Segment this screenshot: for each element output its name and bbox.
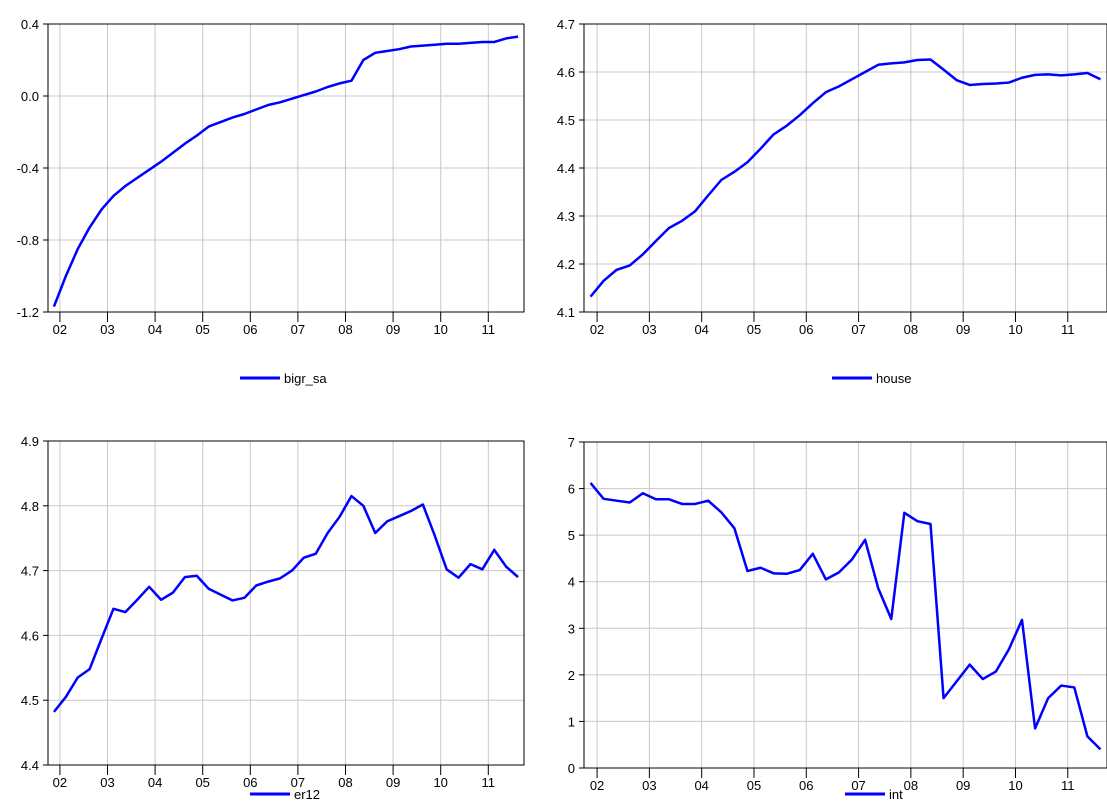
plot-frame	[47, 440, 525, 766]
series-line-bigr-sa	[52, 35, 519, 308]
x-tick-label: 02	[590, 778, 604, 793]
x-tick-label: 05	[747, 322, 761, 337]
y-tick-label: 4	[568, 575, 575, 590]
legend-label: er12	[294, 787, 320, 802]
chart-bigr-sa: 0.40.0-0.4-0.8-1.2 02 03 04 05 06 07 08 09 10 11 …	[17, 17, 525, 386]
y-tick-label: 4.2	[557, 257, 575, 272]
y-tick-label: 4.7	[557, 17, 575, 32]
x-tick-label: 10	[1008, 322, 1022, 337]
x-tick-label: 04	[148, 775, 162, 790]
x-tick-label: 06	[799, 778, 813, 793]
x-tick-label: 02	[53, 775, 67, 790]
y-tick-label: -0.4	[17, 161, 39, 176]
y-tick-label: 4.1	[557, 305, 575, 320]
plot-frame	[583, 441, 1107, 769]
legend: int	[845, 787, 903, 802]
x-tick-label: 04	[694, 322, 708, 337]
x-tick-label: 08	[904, 322, 918, 337]
y-tick-label: 0.0	[21, 89, 39, 104]
legend-label: bigr_sa	[284, 371, 327, 386]
legend: er12	[250, 787, 320, 802]
x-tick-label: 08	[904, 778, 918, 793]
chart-panel-bigr-sa: 0.4 0.0 -0.4 -0.8 -1.2 02 03 04 05 06 07 08 09 10 11 …	[0, 0, 545, 395]
x-tick-label: 03	[642, 778, 656, 793]
x-tick-label: 09	[386, 322, 400, 337]
y-tick-label: 5	[568, 528, 575, 543]
x-tick-label: 04	[694, 778, 708, 793]
x-tick-label: 06	[243, 322, 257, 337]
chart-panel-house: 4.7 4.6 4.5 4.4 4.3 4.2 4.1 02 03 04 05 06 07 08 09 10…	[545, 0, 1107, 395]
y-tick-label: 7	[568, 435, 575, 450]
x-tick-label: 05	[195, 322, 209, 337]
legend: house	[832, 371, 911, 386]
x-tick-label: 11	[482, 775, 496, 790]
y-tick-label: 1	[568, 714, 575, 729]
x-tick-label: 09	[956, 778, 970, 793]
x-tick-label: 08	[338, 775, 352, 790]
plot-frame	[47, 23, 525, 313]
y-tick-label: 4.9	[21, 434, 39, 449]
y-tick-label: -0.8	[17, 233, 39, 248]
series-line-int	[589, 482, 1102, 751]
x-tick-label: 04	[148, 322, 162, 337]
series-line-house	[589, 58, 1101, 298]
y-tick-label: -1.2	[17, 305, 39, 320]
legend-label: house	[876, 371, 911, 386]
x-tick-label: 07	[291, 322, 305, 337]
y-tick-label: 3	[568, 621, 575, 636]
x-tick-label: 07	[851, 778, 865, 793]
chart-er12: 4.94.84.74.64.54.4 02 03 04 05 06 07 08 09 10 11 …	[21, 434, 525, 802]
chart-panel-er12: 4.9 4.8 4.7 4.6 4.5 4.4 02 03 04 05 06 07 08 09 10 11 …	[0, 403, 545, 803]
x-tick-label: 03	[642, 322, 656, 337]
x-tick-label: 11	[1061, 778, 1075, 793]
x-tick-label: 06	[243, 775, 257, 790]
y-tick-label: 2	[568, 668, 575, 683]
y-tick-label: 6	[568, 482, 575, 497]
plot-frame	[583, 23, 1107, 313]
legend-label: int	[889, 787, 903, 802]
y-tick-label: 4.6	[557, 65, 575, 80]
y-tick-label: 4.5	[557, 113, 575, 128]
x-tick-label: 10	[433, 775, 447, 790]
y-tick-label: 0.4	[21, 17, 39, 32]
y-tick-label: 4.4	[557, 161, 575, 176]
x-tick-label: 11	[1061, 322, 1075, 337]
y-tick-label: 4.8	[21, 499, 39, 514]
x-tick-label: 09	[956, 322, 970, 337]
y-tick-label: 4.6	[21, 628, 39, 643]
x-tick-label: 08	[338, 322, 352, 337]
x-tick-label: 06	[799, 322, 813, 337]
y-tick-label: 4.3	[557, 209, 575, 224]
x-tick-label: 09	[386, 775, 400, 790]
y-tick-label: 4.7	[21, 564, 39, 579]
legend: bigr_sa	[240, 371, 327, 386]
y-tick-label: 0	[568, 761, 575, 776]
x-tick-label: 11	[482, 322, 496, 337]
x-tick-label: 03	[100, 322, 114, 337]
y-tick-label: 4.4	[21, 758, 39, 773]
x-tick-label: 05	[195, 775, 209, 790]
y-tick-label: 4.5	[21, 693, 39, 708]
x-tick-label: 10	[1008, 778, 1022, 793]
x-tick-label: 03	[100, 775, 114, 790]
x-tick-label: 07	[851, 322, 865, 337]
x-tick-label: 07	[291, 775, 305, 790]
x-tick-label: 02	[590, 322, 604, 337]
series-line-er12	[52, 494, 519, 713]
chart-house: 4.7 4.6 4.5 4.4 4.3 4.2 4.1 02 03 04 05 06 07 08 09 10…	[557, 17, 1107, 386]
x-tick-label: 05	[747, 778, 761, 793]
x-tick-label: 02	[53, 322, 67, 337]
x-tick-label: 10	[433, 322, 447, 337]
